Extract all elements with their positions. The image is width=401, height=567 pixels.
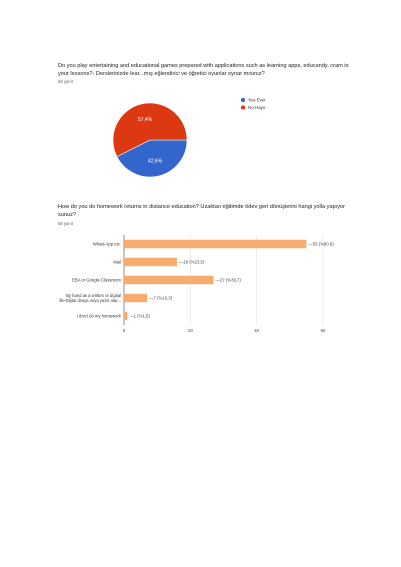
question-1-title: Do you play entertaining and educational… bbox=[58, 63, 349, 77]
question-2-response-count: 68 yanıt bbox=[58, 221, 73, 226]
question-1-response-count: 68 yanıt bbox=[58, 79, 73, 84]
question-2-title: How do you do homework returns in distan… bbox=[58, 204, 345, 218]
bar-value-label-1: —16 (%23,5) bbox=[179, 260, 205, 265]
pie-slice-label-0: 42,6% bbox=[148, 159, 163, 165]
bar-2 bbox=[124, 275, 214, 285]
pie-slice-label-1: 57,4% bbox=[138, 117, 153, 123]
bar-value-label-2: —27 (%39,7) bbox=[216, 278, 242, 283]
bar-category-label-1: Mail bbox=[113, 260, 121, 265]
bar-category-label-0: Whats App etc. bbox=[93, 242, 121, 247]
bar-4 bbox=[124, 311, 128, 321]
pie-legend-label-0: Yes-Evet bbox=[248, 98, 266, 103]
pie-slice-1 bbox=[112, 102, 188, 157]
pie-legend-swatch-0 bbox=[240, 97, 246, 103]
pie-legend-swatch-1 bbox=[240, 105, 246, 110]
bar-x-tick-label-2: 40 bbox=[254, 328, 259, 333]
bar-1 bbox=[124, 257, 178, 267]
bar-x-tick-label-1: 20 bbox=[188, 328, 193, 333]
bar-category-label-3-line-1: file-Dijital dosya veya yazılı olar... bbox=[59, 298, 121, 303]
bar-x-tick-label-0: 0 bbox=[123, 328, 126, 333]
bar-category-label-2: EBA or Google Classroom bbox=[72, 278, 121, 283]
pie-legend-label-1: No-Hayır bbox=[248, 105, 266, 110]
bar-value-label-4: —1 (%1,5) bbox=[129, 314, 150, 319]
bar-0 bbox=[124, 239, 307, 249]
pie-slice-0 bbox=[116, 139, 188, 178]
bar-category-label-4: I don't do my homework bbox=[77, 314, 122, 319]
bar-value-label-3: —7 (%10,3) bbox=[149, 296, 172, 301]
bar-3 bbox=[124, 293, 148, 303]
bar-x-tick-label-3: 60 bbox=[321, 328, 326, 333]
bar-value-label-0: —55 (%80,9) bbox=[308, 242, 334, 247]
bar-category-label-3-line-0: By hand as a written or digital bbox=[66, 293, 121, 298]
